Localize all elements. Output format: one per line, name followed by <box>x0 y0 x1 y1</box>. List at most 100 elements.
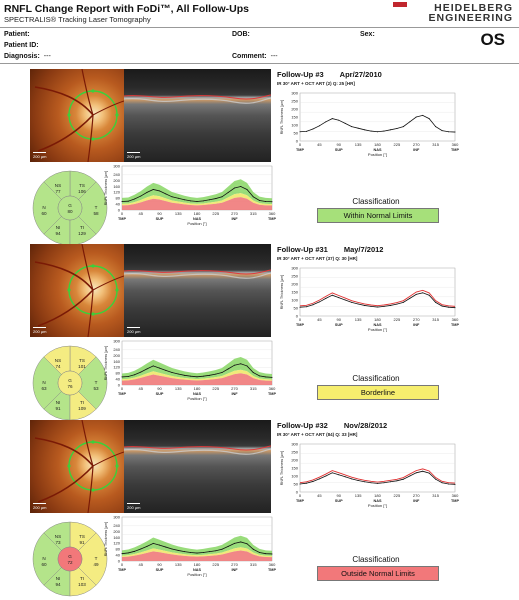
oct-scale-bar: 200 µm <box>127 327 141 334</box>
rnfl-data-point <box>127 552 129 554</box>
fundus-image: 200 µm <box>30 244 124 337</box>
oct-scale-bar: 200 µm <box>127 503 141 510</box>
rnfl-data-point <box>240 363 242 365</box>
sector-label-ts: TS <box>79 358 85 363</box>
y-tick-label: 150 <box>291 114 298 119</box>
x-region-label: TMP <box>451 499 459 503</box>
scan-marker <box>115 113 119 117</box>
fundus-overlay <box>34 420 124 513</box>
y-tick-label: 50 <box>294 481 299 486</box>
x-tick-label: 135 <box>355 142 362 147</box>
rnfl-data-point <box>140 548 142 550</box>
rnfl-data-point <box>140 195 142 197</box>
rnfl-data-point <box>221 548 223 550</box>
followup-block-3: 200 µm 200 µm Follow-Up #32 Nov/28/2012 I… <box>0 420 519 600</box>
header-divider <box>0 27 519 28</box>
sex-label: Sex: <box>360 31 375 38</box>
normal-band <box>122 356 272 380</box>
rnfl-data-point <box>364 481 366 483</box>
x-tick-label: 315 <box>432 317 439 322</box>
x-tick-label: 135 <box>175 562 182 567</box>
sector-label-ns: NS <box>55 358 61 363</box>
x-tick-label: 225 <box>212 386 219 391</box>
rnfl-data-point <box>159 367 160 369</box>
x-tick-label: 360 <box>452 317 459 322</box>
rnfl-data-point <box>146 191 148 193</box>
x-tick-label: 90 <box>337 317 342 322</box>
rnfl-data-point <box>396 128 398 130</box>
rnfl-data-point <box>389 129 391 131</box>
patient-id-field: Patient ID: <box>4 42 43 49</box>
rnfl-data-point <box>299 306 301 308</box>
followup-date: May/7/2012 <box>343 245 384 254</box>
oct-scale-bar: 200 µm <box>127 152 141 159</box>
y-tick-label: 80 <box>116 547 121 552</box>
rnfl-data-point <box>357 127 359 129</box>
oct-rnfl-red-line <box>124 445 271 451</box>
rnfl-data-point <box>370 482 372 484</box>
sector-label-g: G <box>68 554 72 559</box>
x-tick-label: 90 <box>157 562 162 567</box>
sector-label-ns: NS <box>55 534 61 539</box>
borderline-band <box>122 547 272 558</box>
rnfl-data-point <box>265 553 267 555</box>
y-tick-label: 200 <box>113 353 120 358</box>
x-tick-label: 135 <box>175 386 182 391</box>
rnfl-data-point <box>209 374 210 376</box>
x-region-label: TMP <box>118 568 126 572</box>
rnfl-data-point <box>383 305 385 307</box>
y-tick-label: 100 <box>291 297 298 302</box>
x-tick-label: 270 <box>413 142 420 147</box>
sector-label-t: T <box>95 556 98 561</box>
rnfl-data-point <box>428 294 430 296</box>
x-tick-label: 45 <box>317 142 322 147</box>
rnfl-data-point <box>134 198 135 200</box>
x-tick-label: 0 <box>121 562 124 567</box>
rnfl-data-point <box>190 200 192 202</box>
rnfl-data-point <box>415 472 417 474</box>
logo-line2: ENGINEERING <box>428 12 513 24</box>
x-axis-label: Position [°] <box>368 152 387 157</box>
rnfl-data-point <box>383 482 385 484</box>
vessel <box>92 275 124 291</box>
rnfl-data-point <box>271 376 273 378</box>
rnfl-data-point <box>246 188 248 190</box>
x-tick-label: 0 <box>121 386 124 391</box>
x-tick-label: 270 <box>231 386 238 391</box>
x-region-label: TMP <box>268 392 276 396</box>
y-tick-label: 240 <box>113 172 120 177</box>
classification-box: Borderline <box>317 385 439 400</box>
rnfl-data-point <box>364 304 366 306</box>
x-region-label: INF <box>413 499 420 503</box>
rnfl-data-point <box>146 545 148 547</box>
rnfl-data-point <box>435 301 437 303</box>
diagnosis-label: Diagnosis: <box>4 53 40 60</box>
scan-marker <box>67 113 71 117</box>
x-axis-label: Position [°] <box>368 327 387 332</box>
rnfl-data-point <box>377 482 378 484</box>
sector-label-ni: NI <box>56 576 61 581</box>
y-tick-label: 0 <box>296 313 299 318</box>
y-axis-label: RNFL Thickness [µm] <box>280 451 284 485</box>
rnfl-data-point <box>190 551 192 553</box>
rnfl-data-point <box>184 551 185 553</box>
rnfl-data-point <box>422 114 424 116</box>
patient-label: Patient: <box>4 31 30 38</box>
x-region-label: SUP <box>156 217 164 221</box>
scan-info: IR 30° ART + OCT ART (84) Q: 33 [HR] <box>277 432 358 437</box>
y-axis-label: RNFL Thickness [µm] <box>104 346 108 380</box>
x-tick-label: 270 <box>413 493 420 498</box>
rnfl-data-point <box>325 475 327 477</box>
y-tick-label: 0 <box>296 138 299 143</box>
x-tick-label: 45 <box>139 562 144 567</box>
x-tick-label: 90 <box>337 493 342 498</box>
y-tick-label: 200 <box>113 529 120 534</box>
classification-label: Classification <box>352 555 400 564</box>
rnfl-data-point <box>422 292 424 294</box>
followup-title: Follow-Up #3 Apr/27/2010 <box>277 70 382 79</box>
classification-box: Outside Normal Limits <box>317 566 439 581</box>
x-tick-label: 90 <box>337 142 342 147</box>
oct-overlay <box>124 445 271 455</box>
x-region-label: SUP <box>156 568 164 572</box>
